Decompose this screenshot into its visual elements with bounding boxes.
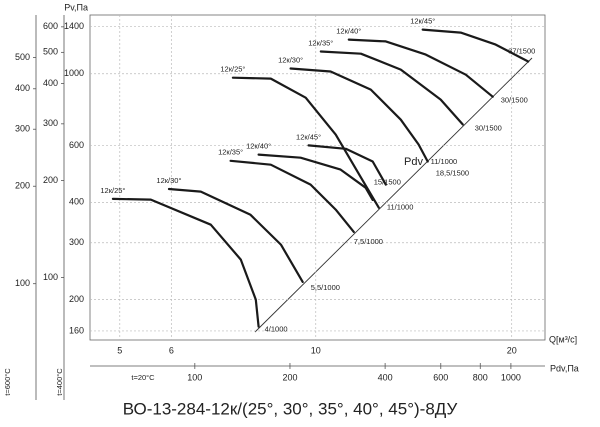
plot-frame: [89, 14, 546, 341]
curve: [111, 197, 260, 328]
curve: [289, 67, 429, 163]
curve-label: 12к/30°: [278, 56, 303, 65]
pdv-tick-label: 1000: [501, 372, 521, 382]
y-tick-label: 1400: [64, 21, 84, 31]
curve-label: 12к/45°: [410, 17, 435, 26]
curve-label: 12к/40°: [246, 142, 271, 151]
y-tick-label: 600: [69, 140, 84, 150]
motor-label: 11/1000: [387, 203, 414, 212]
curve: [257, 153, 374, 201]
temp-tick-label: 200: [43, 175, 58, 185]
curve: [347, 38, 494, 98]
y-tick-label: 1000: [64, 68, 84, 78]
y-tick-label: 160: [69, 325, 84, 335]
pdv-axis-note: t=20°C: [131, 373, 155, 382]
y-tick-label: 300: [69, 237, 84, 247]
motor-label: 5,5/1000: [311, 283, 340, 292]
curve-label: 12к/45°: [296, 132, 321, 141]
y-axis-label: Pv,Па: [64, 2, 88, 12]
temp-axis-label: t=400°C: [55, 368, 64, 396]
pdv-tick-label: 600: [433, 372, 448, 382]
temp-tick-label: 500: [43, 47, 58, 57]
x-tick-label: 20: [507, 345, 517, 355]
chart-title: ВО-13-284-12к/(25°, 30°, 35°, 40°, 45°)-…: [123, 399, 458, 418]
motor-label: 37/1500: [508, 47, 535, 56]
y-tick-label: 400: [69, 197, 84, 207]
x-tick-label: 5: [117, 345, 122, 355]
curve: [319, 50, 464, 126]
motor-label: 11/1000: [431, 157, 458, 166]
curve-label: 12к/25°: [100, 186, 125, 195]
x-axis-label: Q[м³/с]: [549, 334, 577, 344]
temp-tick-label: 200: [15, 181, 30, 191]
y-tick-label: 200: [69, 294, 84, 304]
pdv-diagonal: [254, 57, 533, 333]
temp-tick-label: 100: [43, 272, 58, 282]
curve-label: 12к/40°: [336, 27, 361, 36]
temp-tick-label: 300: [43, 118, 58, 128]
temp-tick-label: 600: [43, 21, 58, 31]
motor-label: 7,5/1000: [354, 237, 383, 246]
temp-tick-label: 400: [15, 83, 30, 93]
curve: [421, 28, 530, 63]
curve-label: 12к/30°: [156, 176, 181, 185]
motor-label: 18,5/1500: [436, 169, 469, 178]
x-tick-label: 6: [169, 345, 174, 355]
curve-label: 12к/35°: [308, 38, 333, 47]
temp-tick-label: 500: [15, 52, 30, 62]
curve: [229, 159, 355, 233]
temp-tick-label: 300: [15, 124, 30, 134]
motor-label: 4/1000: [265, 325, 288, 334]
motor-label: 30/1500: [501, 96, 528, 105]
pdv-axis-label: Pdv,Па: [550, 363, 579, 373]
curve: [231, 76, 380, 209]
pdv-tick-label: 800: [473, 372, 488, 382]
x-tick-label: 10: [311, 345, 321, 355]
pdv-tick-label: 400: [378, 372, 393, 382]
motor-label: 30/1500: [475, 123, 502, 132]
temp-axis-label: t=600°C: [3, 368, 12, 396]
pdv-tick-label: 200: [282, 372, 297, 382]
pdv-tick-label: 100: [187, 372, 202, 382]
curve: [307, 144, 387, 186]
motor-label: 15/1500: [374, 178, 401, 187]
curve-label: 12к/35°: [218, 148, 243, 157]
temp-tick-label: 100: [15, 278, 30, 288]
temp-tick-label: 400: [43, 78, 58, 88]
curve: [167, 187, 304, 283]
curve-label: 12к/25°: [220, 65, 245, 74]
diagonal-label: Pdv: [404, 156, 423, 168]
